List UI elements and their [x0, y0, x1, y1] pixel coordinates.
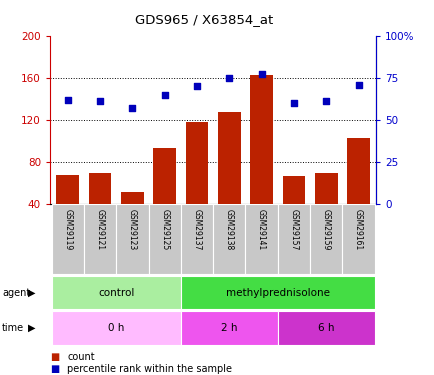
Bar [277, 204, 309, 274]
Bar [153, 148, 176, 204]
Text: ▶: ▶ [28, 323, 36, 333]
Bar [346, 138, 369, 204]
Bar [121, 192, 143, 204]
Text: GSM29157: GSM29157 [289, 209, 298, 250]
Text: agent: agent [2, 288, 30, 297]
Point [128, 105, 135, 111]
Text: GSM29137: GSM29137 [192, 209, 201, 250]
Bar [181, 204, 213, 274]
Bar [213, 204, 245, 274]
Point [225, 75, 232, 81]
Text: ■: ■ [50, 352, 59, 362]
Text: GSM29159: GSM29159 [321, 209, 330, 250]
Bar [116, 204, 148, 274]
Text: GSM29121: GSM29121 [95, 209, 104, 250]
Bar [181, 276, 374, 309]
Point [322, 99, 329, 105]
Bar [52, 276, 181, 309]
Bar [181, 311, 277, 345]
Bar [148, 204, 181, 274]
Bar [245, 204, 277, 274]
Text: percentile rank within the sample: percentile rank within the sample [67, 364, 232, 374]
Text: 2 h: 2 h [220, 323, 237, 333]
Bar [89, 173, 111, 204]
Text: GSM29119: GSM29119 [63, 209, 72, 250]
Point [161, 92, 168, 98]
Point [96, 99, 103, 105]
Bar [309, 204, 342, 274]
Text: GSM29125: GSM29125 [160, 209, 169, 250]
Text: GSM29141: GSM29141 [256, 209, 266, 250]
Text: GSM29161: GSM29161 [353, 209, 362, 250]
Bar [282, 176, 305, 204]
Text: count: count [67, 352, 95, 362]
Text: GSM29138: GSM29138 [224, 209, 233, 250]
Bar [277, 311, 374, 345]
Bar [185, 122, 208, 204]
Text: 6 h: 6 h [317, 323, 334, 333]
Bar [342, 204, 374, 274]
Bar [84, 204, 116, 274]
Text: GSM29123: GSM29123 [128, 209, 137, 250]
Point [64, 97, 71, 103]
Point [290, 100, 297, 106]
Point [257, 71, 264, 78]
Text: ▶: ▶ [28, 288, 36, 297]
Text: GDS965 / X63854_at: GDS965 / X63854_at [135, 13, 273, 26]
Point [193, 83, 200, 89]
Text: control: control [98, 288, 134, 297]
Bar [314, 173, 337, 204]
Bar [52, 311, 181, 345]
Bar [56, 175, 79, 204]
Bar [52, 204, 84, 274]
Bar [217, 112, 240, 204]
Text: 0 h: 0 h [108, 323, 124, 333]
Point [354, 82, 361, 88]
Text: methylprednisolone: methylprednisolone [225, 288, 329, 297]
Text: time: time [2, 323, 24, 333]
Text: ■: ■ [50, 364, 59, 374]
Bar [250, 75, 272, 204]
